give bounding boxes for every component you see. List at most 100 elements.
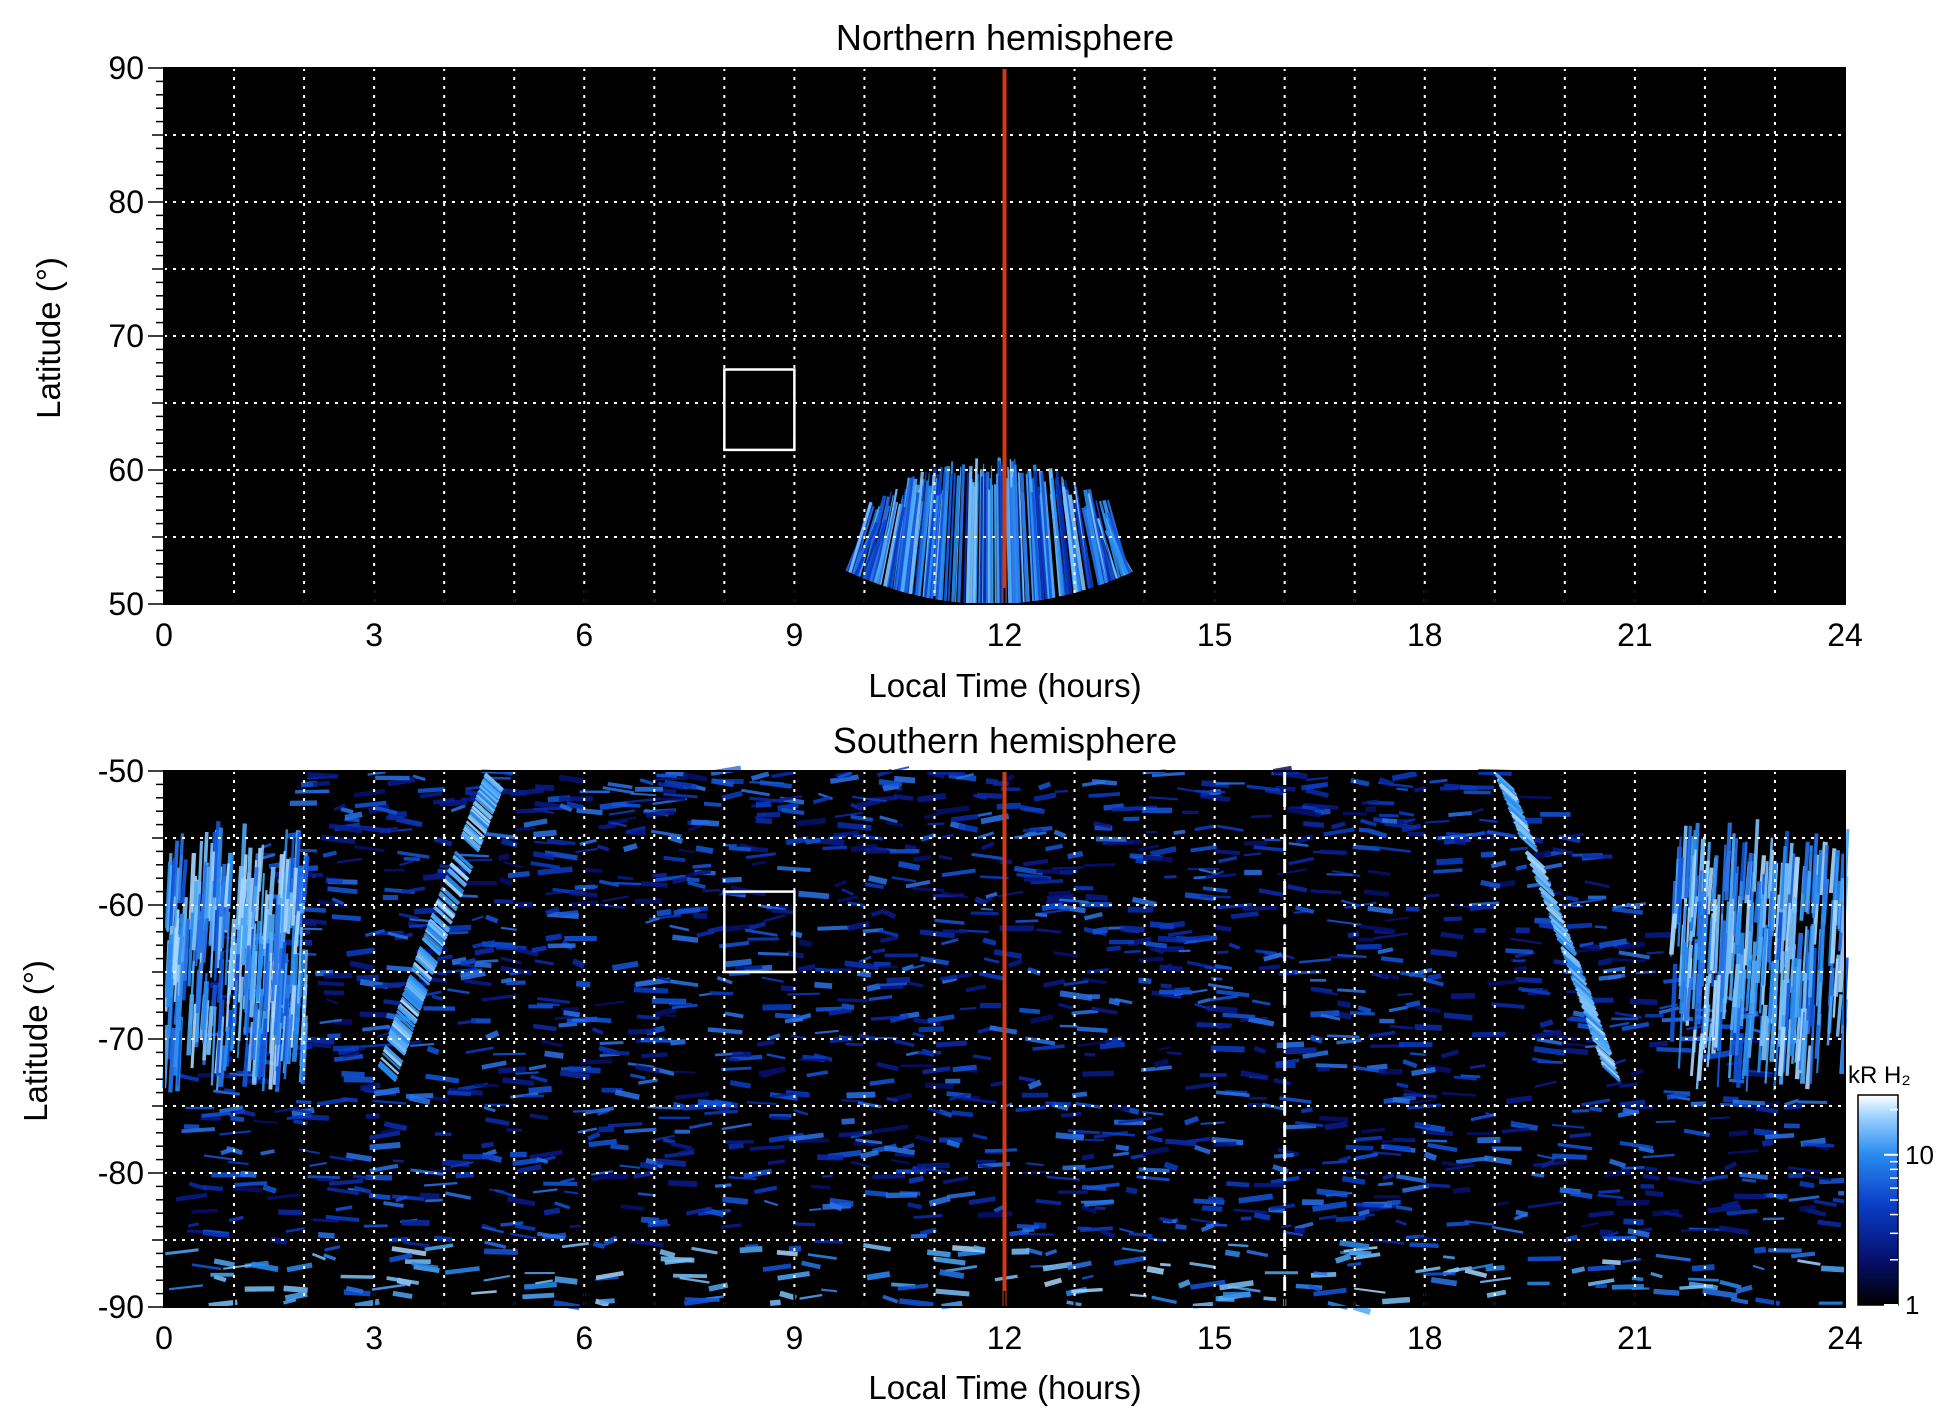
- emission-streak: [1347, 1261, 1362, 1267]
- emission-streak: [1032, 1044, 1065, 1051]
- emission-streak: [1349, 1011, 1375, 1016]
- emission-streak: [1642, 1153, 1675, 1159]
- emission-streak: [951, 1110, 974, 1118]
- emission-streak: [1683, 947, 1690, 1023]
- emission-streak: [1538, 886, 1559, 906]
- emission-streak: [164, 943, 173, 999]
- emission-streak: [902, 1142, 915, 1151]
- emission-streak: [296, 1100, 312, 1105]
- emission-streak: [972, 1133, 988, 1140]
- emission-streak: [191, 1263, 222, 1271]
- emission-streak: [1826, 996, 1833, 1046]
- emission-streak: [227, 852, 235, 909]
- emission-streak: [904, 844, 917, 852]
- emission-streak: [1207, 1196, 1224, 1202]
- emission-streak: [534, 959, 555, 966]
- emission-streak: [1755, 883, 1762, 957]
- emission-streak: [323, 972, 353, 979]
- emission-streak: [1222, 1012, 1256, 1020]
- emission-streak: [798, 939, 813, 948]
- emission-streak: [182, 919, 191, 981]
- emission-streak: [281, 998, 289, 1062]
- emission-streak: [977, 792, 1003, 799]
- emission-streak: [763, 1199, 779, 1207]
- emission-streak: [745, 1244, 758, 1248]
- emission-streak: [405, 1092, 434, 1099]
- emission-streak: [1621, 1166, 1645, 1170]
- emission-streak: [829, 1197, 854, 1207]
- emission-streak: [1400, 970, 1427, 979]
- emission-streak: [228, 1215, 244, 1223]
- emission-streak: [447, 1090, 472, 1097]
- emission-streak: [979, 476, 984, 604]
- emission-streak: [1736, 881, 1744, 957]
- emission-streak: [190, 1003, 197, 1069]
- emission-streak: [709, 1104, 730, 1113]
- emission-streak: [660, 788, 677, 794]
- emission-streak: [533, 807, 566, 811]
- emission-streak: [1691, 943, 1698, 1010]
- emission-streak: [878, 779, 903, 787]
- emission-streak: [1310, 988, 1339, 996]
- emission-streak: [890, 1158, 911, 1165]
- emission-streak: [168, 860, 174, 931]
- emission-streak: [274, 968, 284, 1046]
- emission-streak: [1302, 1050, 1329, 1059]
- emission-streak: [1075, 1101, 1102, 1109]
- emission-streak: [191, 1208, 218, 1214]
- emission-streak: [1764, 1132, 1795, 1140]
- emission-streak: [1724, 822, 1732, 901]
- emission-streak: [592, 1241, 606, 1249]
- emission-streak: [598, 1126, 615, 1133]
- emission-streak: [283, 1017, 290, 1080]
- emission-streak: [796, 1092, 811, 1098]
- emission-streak: [439, 799, 468, 807]
- emission-streak: [283, 1285, 308, 1294]
- emission-streak: [228, 918, 237, 988]
- emission-streak: [208, 880, 215, 945]
- emission-streak: [1614, 1011, 1642, 1019]
- emission-streak: [307, 772, 339, 779]
- emission-streak: [1714, 894, 1721, 974]
- emission-streak: [745, 852, 776, 859]
- emission-streak: [1022, 828, 1043, 833]
- emission-streak: [323, 1253, 337, 1261]
- x-tick-label: 9: [785, 1320, 803, 1356]
- emission-streak: [335, 1205, 353, 1212]
- emission-streak: [1443, 1012, 1473, 1021]
- emission-streak: [1526, 855, 1547, 875]
- emission-streak: [1138, 1167, 1170, 1173]
- emission-streak: [471, 1290, 497, 1295]
- emission-streak: [200, 981, 210, 1030]
- emission-streak: [424, 1243, 454, 1252]
- emission-streak: [1506, 1095, 1533, 1105]
- emission-streak: [345, 1285, 364, 1294]
- emission-streak: [465, 1046, 494, 1055]
- emission-streak: [472, 801, 493, 821]
- emission-streak: [1084, 912, 1103, 921]
- emission-streak: [935, 1288, 970, 1297]
- emission-streak: [1190, 1279, 1226, 1290]
- emission-streak: [1167, 929, 1193, 937]
- emission-streak: [673, 1273, 708, 1279]
- emission-streak: [1480, 851, 1495, 858]
- emission-streak: [529, 1113, 549, 1121]
- emission-streak: [951, 475, 961, 602]
- emission-streak: [568, 900, 599, 908]
- emission-streak: [411, 967, 431, 986]
- emission-streak: [474, 962, 492, 968]
- emission-streak: [952, 1064, 977, 1073]
- emission-streak: [484, 1116, 510, 1127]
- emission-streak: [1326, 1034, 1360, 1039]
- emission-streak: [903, 492, 920, 593]
- emission-streak: [295, 789, 330, 794]
- emission-streak: [879, 815, 898, 824]
- emission-streak: [176, 913, 185, 965]
- emission-streak: [1313, 1271, 1328, 1276]
- emission-streak: [895, 477, 912, 590]
- emission-streak: [1835, 994, 1843, 1037]
- emission-streak: [935, 805, 970, 815]
- emission-streak: [1539, 1019, 1554, 1029]
- emission-streak: [1153, 1058, 1170, 1069]
- emission-streak: [240, 1170, 257, 1178]
